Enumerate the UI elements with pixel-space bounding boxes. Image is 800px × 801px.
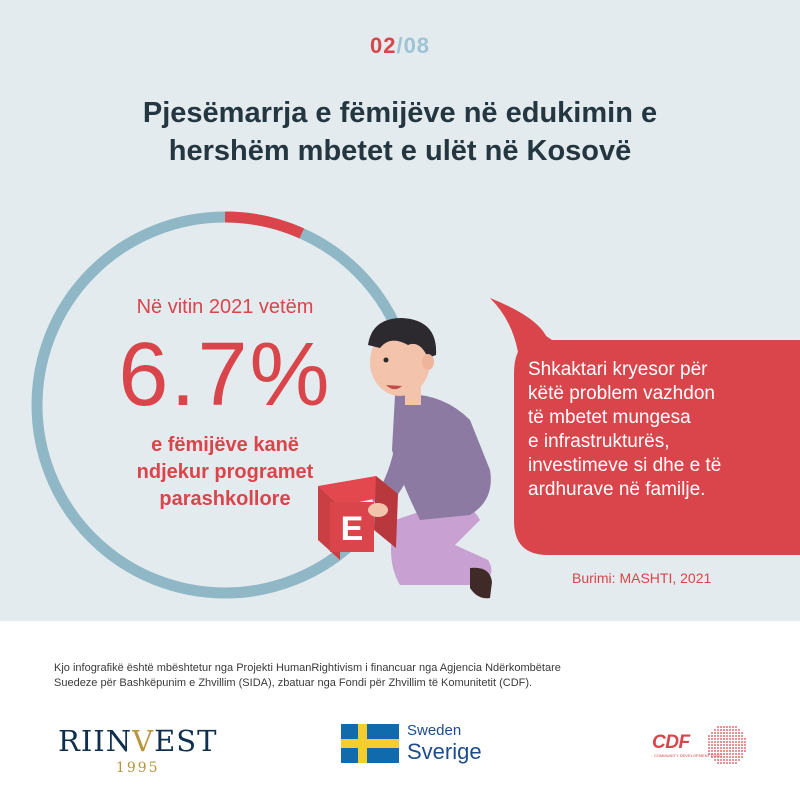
cdf-map-icon	[708, 726, 746, 764]
speech-bubble-icon	[490, 298, 800, 555]
riinvest-logo: RIINVEST 1995	[58, 724, 217, 776]
child-hair	[368, 318, 437, 358]
source-label: Burimi: MASHTI, 2021	[572, 570, 712, 586]
credit-line-2: Suedeze për Bashkëpunim e Zhvillim (SIDA…	[54, 677, 533, 689]
swedish-flag-icon	[341, 724, 399, 763]
credit-line-1: Kjo infografikë është mbështetur nga Pro…	[54, 662, 561, 674]
stat-prefix: Në vitin 2021 vetëm	[136, 296, 314, 318]
ring-progress	[31, 211, 419, 599]
block-letter: E	[341, 510, 364, 548]
stat-suffix: e fëmijëve kanë ndjekur programet parash…	[75, 432, 375, 513]
child-pants	[391, 504, 492, 585]
cdf-logo: CDF COMMUNITY DEVELOPMENT FUND	[648, 720, 748, 770]
child-eye	[383, 357, 389, 363]
headline-line-1: Pjesëmarrja e fëmijëve në edukimin e	[142, 97, 658, 129]
block-face	[330, 502, 374, 552]
bubble-line-5: investimeve si dhe e të	[528, 455, 722, 476]
bubble-line-3: të mbetet mungesa	[528, 407, 691, 428]
page-indicator: 02/08	[0, 33, 800, 59]
headline-line-2: hershëm mbetet e ulët në Kosovë	[168, 135, 632, 167]
headline: Pjesëmarrja e fëmijëve në edukimin e her…	[60, 94, 740, 170]
sweden-label-sv: Sverige	[407, 739, 482, 764]
sweden-label-en: Sweden	[407, 722, 462, 739]
stat-suffix-line-2: ndjekur programet	[136, 461, 314, 483]
child-illustration: E	[318, 318, 492, 599]
page-separator: /	[396, 33, 404, 58]
child-mouth	[386, 385, 402, 390]
cdf-subtitle: COMMUNITY DEVELOPMENT FUND	[654, 753, 723, 758]
bubble-line-2: këtë problem vazhdon	[528, 383, 715, 404]
riinvest-wordmark: RIINVEST	[58, 724, 218, 758]
stat-suffix-line-1: e fëmijëve kanë	[151, 434, 299, 456]
child-ear	[422, 354, 434, 370]
child-shirt	[392, 394, 491, 520]
cdf-wordmark: CDF	[652, 732, 690, 753]
credit-text: Kjo infografikë është mbështetur nga Pro…	[54, 661, 714, 691]
stat-suffix-line-3: parashkollore	[159, 488, 291, 510]
bubble-text: Shkaktari kryesor për këtë problem vazhd…	[528, 358, 760, 502]
stat-value: 6.7%	[118, 325, 332, 425]
child-hand	[368, 503, 388, 517]
bubble-line-4: e infrastrukturës,	[528, 431, 670, 452]
infographic-panel: 02/08 Pjesëmarrja e fëmijëve në edukimin…	[0, 0, 800, 621]
page-current: 02	[369, 33, 397, 58]
bubble-line-6: ardhurave në familje.	[528, 479, 706, 500]
page-total: 08	[403, 33, 431, 58]
riinvest-year: 1995	[115, 760, 160, 776]
child-shoe	[470, 567, 492, 599]
bubble-line-1: Shkaktari kryesor për	[528, 359, 708, 380]
child-face	[370, 328, 430, 396]
